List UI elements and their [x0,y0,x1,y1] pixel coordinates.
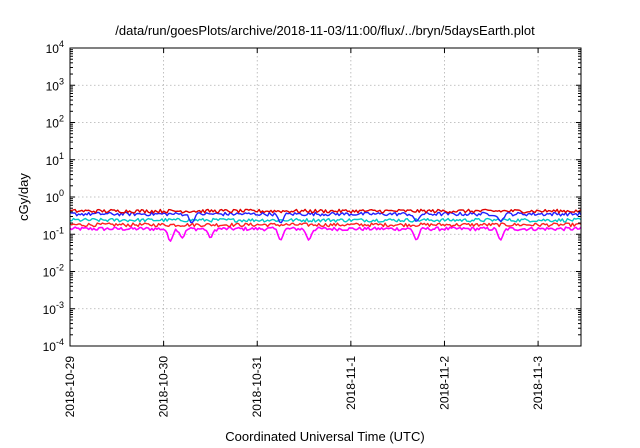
x-axis-label: Coordinated Universal Time (UTC) [225,429,424,444]
series-line [69,217,582,223]
x-tick-label: 2018-10-29 [63,356,77,418]
x-tick-label: 2018-11-2 [437,356,451,410]
y-tick-label: 101 [46,151,64,168]
y-tick-label: 10-1 [43,225,64,242]
grid [70,48,581,346]
y-tick-label: 10-3 [43,300,64,317]
y-tick-label: 10-4 [43,337,64,354]
series-line [69,222,582,228]
series-line [69,226,582,242]
y-tick-label: 102 [46,114,64,131]
x-tick-label: 2018-10-30 [157,356,171,418]
x-tick-label: 2018-11-3 [531,356,545,410]
y-axis: 10-4 10-3 10-2 10-1 100 101 102 103 104 [43,39,581,354]
y-axis-label: cGy/day [16,173,31,221]
x-axis: 2018-10-29 2018-10-30 2018-10-31 2018-11-1 2… [63,48,545,417]
series-line [69,208,582,214]
y-tick-label: 104 [46,39,64,56]
chart-title: /data/run/goesPlots/archive/2018-11-03/1… [115,23,535,38]
y-tick-label: 10-2 [43,263,64,280]
series-group [69,208,582,242]
y-tick-label: 103 [46,76,64,93]
y-tick-label: 100 [46,188,64,205]
x-tick-label: 2018-11-1 [344,356,358,410]
x-tick-label: 2018-10-31 [250,356,264,418]
series-line [69,211,582,224]
